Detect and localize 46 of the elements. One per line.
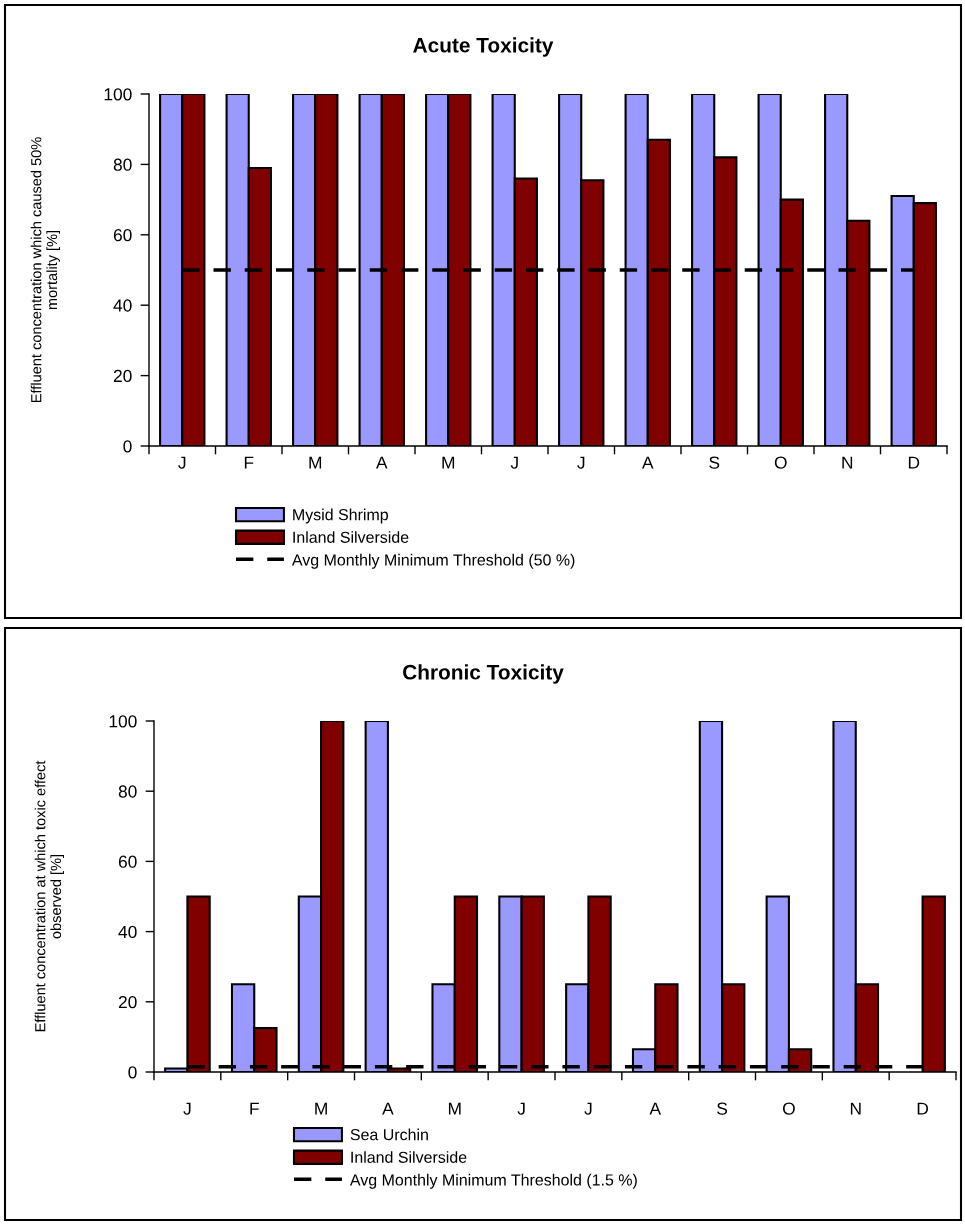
x-tick-label: S: [709, 456, 720, 469]
x-tick-label: A: [382, 1102, 394, 1115]
legend-label: Avg Monthly Minimum Threshold (50 %): [291, 553, 575, 569]
legend-label: Sea Urchin: [350, 1128, 428, 1141]
x-tick-label: F: [250, 1102, 259, 1115]
y-tick-label: 60: [118, 855, 137, 868]
legend-label: Mysid Shrimp: [293, 508, 388, 524]
x-tick-label: S: [717, 1102, 728, 1115]
x-tick-label: M: [309, 456, 322, 469]
x-tick-label: O: [782, 1102, 795, 1115]
chart-title: Chronic Toxicity: [403, 664, 564, 684]
x-tick-label: J: [584, 1102, 592, 1115]
x-tick-label: J: [510, 456, 518, 469]
y-tick-label: 100: [104, 88, 132, 101]
x-tick-label: D: [917, 1102, 929, 1115]
y-axis-title: Effluent concentration at which toxic effect observed [%]: [34, 760, 64, 1032]
x-tick-label: F: [244, 456, 254, 469]
y-tick-label: 20: [118, 995, 137, 1009]
x-tick-label: A: [642, 456, 654, 469]
y-tick-label: 60: [113, 228, 132, 242]
y-tick-label: 100: [109, 715, 137, 728]
x-tick-label: J: [577, 456, 585, 469]
x-tick-label: D: [908, 456, 920, 469]
y-tick-label: 20: [113, 369, 132, 383]
y-tick-label: 40: [113, 299, 132, 312]
legend-label: Inland Silverside: [293, 531, 409, 543]
x-tick-label: N: [850, 1102, 861, 1115]
x-tick-label: N: [842, 456, 853, 469]
y-tick-label: 0: [123, 440, 132, 453]
x-tick-label: A: [649, 1102, 661, 1115]
y-tick-label: 80: [113, 158, 132, 171]
chart-title: Acute Toxicity: [413, 37, 554, 57]
x-tick-label: A: [376, 456, 388, 469]
x-tick-label: J: [178, 456, 186, 469]
x-tick-label: M: [448, 1102, 461, 1115]
x-tick-label: M: [315, 1102, 327, 1115]
y-tick-label: 0: [128, 1066, 137, 1079]
x-tick-label: M: [442, 456, 455, 469]
x-tick-label: J: [183, 1102, 191, 1115]
y-axis-title: Effluent concentration which caused 50% mortality [%]: [30, 137, 60, 403]
y-tick-label: 80: [118, 785, 137, 798]
x-tick-label: J: [517, 1102, 525, 1115]
x-tick-label: O: [774, 456, 787, 469]
legend-label: Inland Silverside: [351, 1151, 467, 1163]
legend-label: Avg Monthly Minimum Threshold (1.5 %): [349, 1173, 637, 1189]
y-tick-label: 40: [118, 925, 137, 939]
